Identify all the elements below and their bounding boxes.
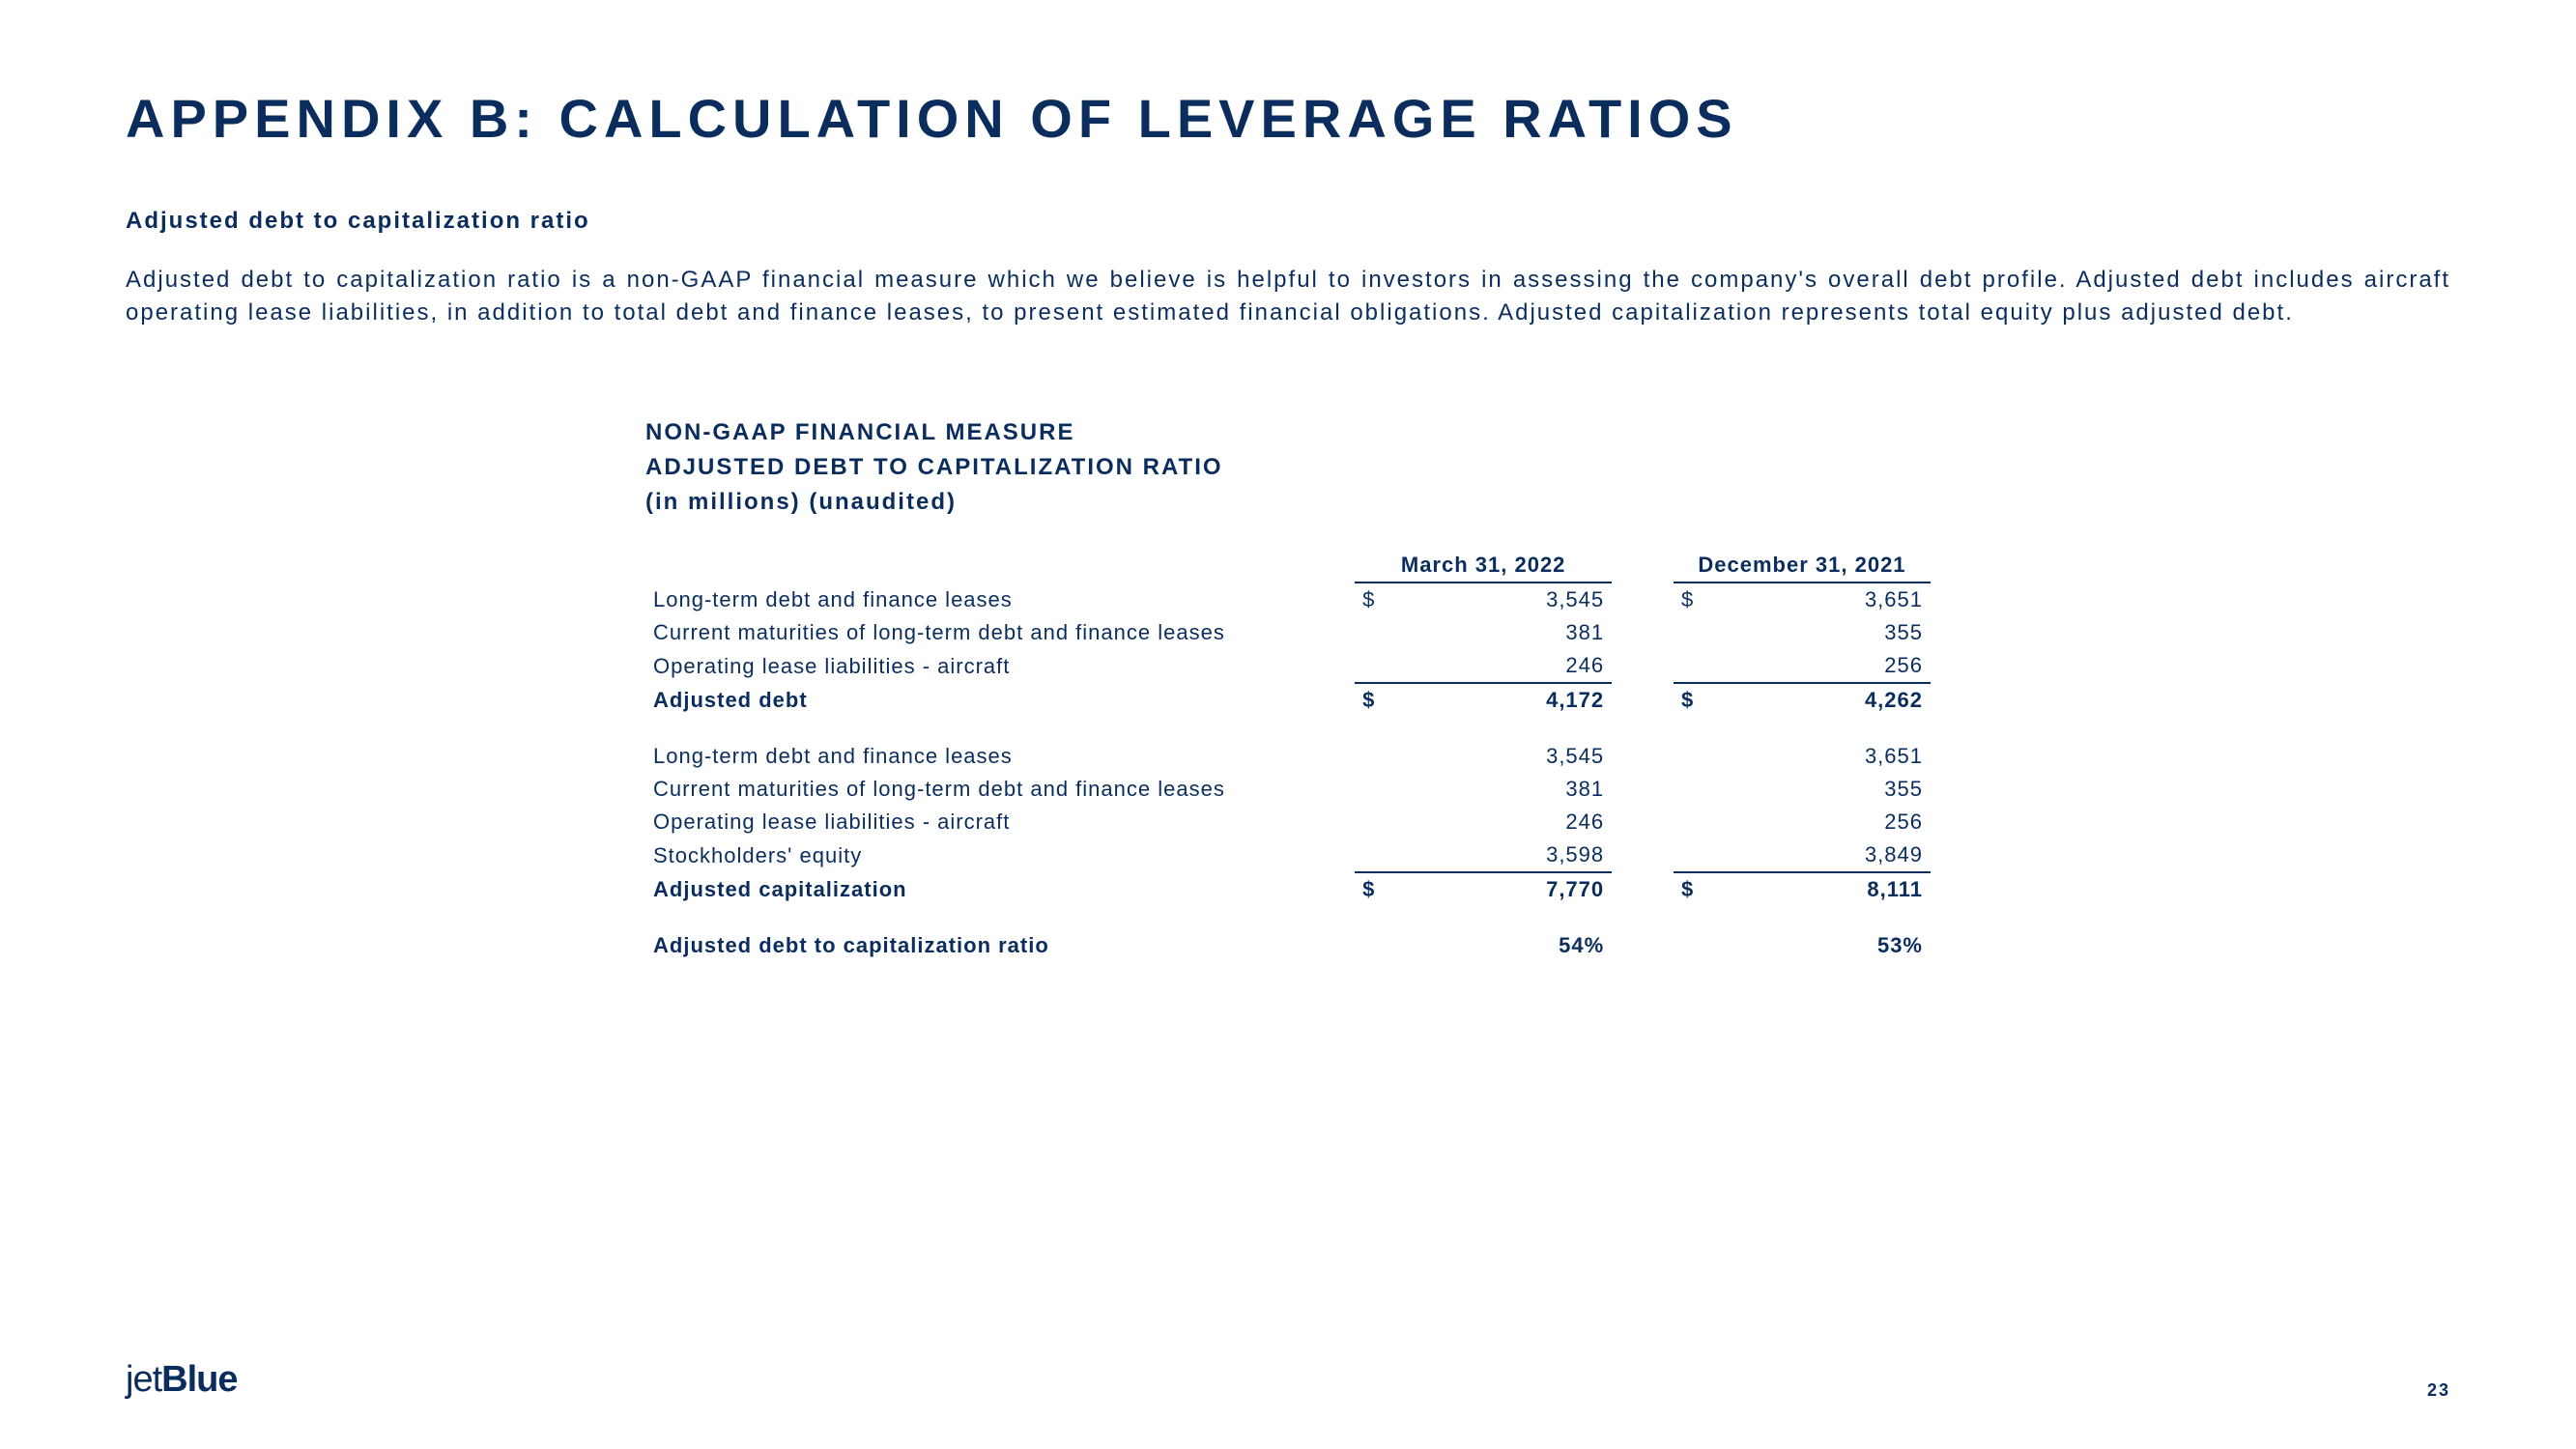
row-value: 8,111 [1704, 872, 1931, 906]
table-row: Long-term debt and finance leases 3,545 … [645, 740, 1931, 773]
currency-symbol [1674, 773, 1704, 806]
row-label: Stockholders' equity [645, 838, 1355, 872]
currency-symbol: $ [1355, 683, 1386, 717]
row-value: 3,545 [1386, 582, 1612, 616]
table-row-subtotal: Adjusted capitalization $ 7,770 $ 8,111 [645, 872, 1931, 906]
currency-symbol: $ [1355, 582, 1386, 616]
row-label: Adjusted debt [645, 683, 1355, 717]
spacer-row [645, 717, 1931, 740]
jetblue-logo: jetBlue [126, 1359, 238, 1401]
table-row: Long-term debt and finance leases $ 3,54… [645, 582, 1931, 616]
row-value: 381 [1386, 616, 1612, 649]
row-label: Long-term debt and finance leases [645, 582, 1355, 616]
section-subtitle: Adjusted debt to capitalization ratio [126, 208, 2450, 235]
currency-symbol [1674, 740, 1704, 773]
currency-symbol [1674, 838, 1704, 872]
row-value: 53% [1704, 929, 1931, 962]
col-header-1: March 31, 2022 [1355, 549, 1612, 582]
row-value: 246 [1386, 649, 1612, 683]
currency-symbol [1355, 740, 1386, 773]
row-label: Current maturities of long-term debt and… [645, 773, 1355, 806]
row-value: 4,172 [1386, 683, 1612, 717]
spacer-row [645, 906, 1931, 929]
currency-symbol [1674, 616, 1704, 649]
row-label: Adjusted capitalization [645, 872, 1355, 906]
row-value: 246 [1386, 806, 1612, 838]
col-header-2: December 31, 2021 [1674, 549, 1931, 582]
table-header-line1: NON-GAAP FINANCIAL MEASURE [645, 415, 1931, 450]
table-header-line2: ADJUSTED DEBT TO CAPITALIZATION RATIO [645, 450, 1931, 485]
table-row: Stockholders' equity 3,598 3,849 [645, 838, 1931, 872]
table-header-line3: (in millions) (unaudited) [645, 485, 1931, 520]
column-header-row: March 31, 2022 December 31, 2021 [645, 549, 1931, 582]
currency-symbol [1355, 616, 1386, 649]
currency-symbol [1355, 929, 1386, 962]
page-number: 23 [2427, 1380, 2450, 1401]
logo-part-1: jet [126, 1359, 161, 1400]
currency-symbol: $ [1355, 872, 1386, 906]
currency-symbol [1355, 806, 1386, 838]
currency-symbol: $ [1674, 683, 1704, 717]
row-value: 54% [1386, 929, 1612, 962]
row-value: 355 [1704, 616, 1931, 649]
table-row: Operating lease liabilities - aircraft 2… [645, 649, 1931, 683]
row-label: Current maturities of long-term debt and… [645, 616, 1355, 649]
page-title: APPENDIX B: CALCULATION OF LEVERAGE RATI… [126, 87, 2450, 150]
row-label: Adjusted debt to capitalization ratio [645, 929, 1355, 962]
row-value: 256 [1704, 806, 1931, 838]
table-row: Current maturities of long-term debt and… [645, 616, 1931, 649]
row-value: 256 [1704, 649, 1931, 683]
table-row-ratio: Adjusted debt to capitalization ratio 54… [645, 929, 1931, 962]
currency-symbol [1674, 929, 1704, 962]
currency-symbol: $ [1674, 872, 1704, 906]
table-row: Current maturities of long-term debt and… [645, 773, 1931, 806]
row-value: 3,545 [1386, 740, 1612, 773]
table-header-block: NON-GAAP FINANCIAL MEASURE ADJUSTED DEBT… [645, 415, 1931, 520]
leverage-table: March 31, 2022 December 31, 2021 Long-te… [645, 549, 1931, 962]
table-container: NON-GAAP FINANCIAL MEASURE ADJUSTED DEBT… [645, 415, 1931, 962]
table-row: Operating lease liabilities - aircraft 2… [645, 806, 1931, 838]
footer: jetBlue 23 [126, 1359, 2450, 1401]
currency-symbol [1674, 649, 1704, 683]
row-label: Long-term debt and finance leases [645, 740, 1355, 773]
row-value: 381 [1386, 773, 1612, 806]
currency-symbol [1355, 773, 1386, 806]
row-value: 3,651 [1704, 582, 1931, 616]
currency-symbol: $ [1674, 582, 1704, 616]
currency-symbol [1355, 838, 1386, 872]
table-row-subtotal: Adjusted debt $ 4,172 $ 4,262 [645, 683, 1931, 717]
row-value: 3,651 [1704, 740, 1931, 773]
row-label: Operating lease liabilities - aircraft [645, 649, 1355, 683]
row-value: 3,598 [1386, 838, 1612, 872]
row-label: Operating lease liabilities - aircraft [645, 806, 1355, 838]
currency-symbol [1355, 649, 1386, 683]
row-value: 3,849 [1704, 838, 1931, 872]
description-paragraph: Adjusted debt to capitalization ratio is… [126, 264, 2450, 328]
row-value: 355 [1704, 773, 1931, 806]
currency-symbol [1674, 806, 1704, 838]
row-value: 4,262 [1704, 683, 1931, 717]
logo-part-2: Blue [161, 1359, 237, 1400]
row-value: 7,770 [1386, 872, 1612, 906]
